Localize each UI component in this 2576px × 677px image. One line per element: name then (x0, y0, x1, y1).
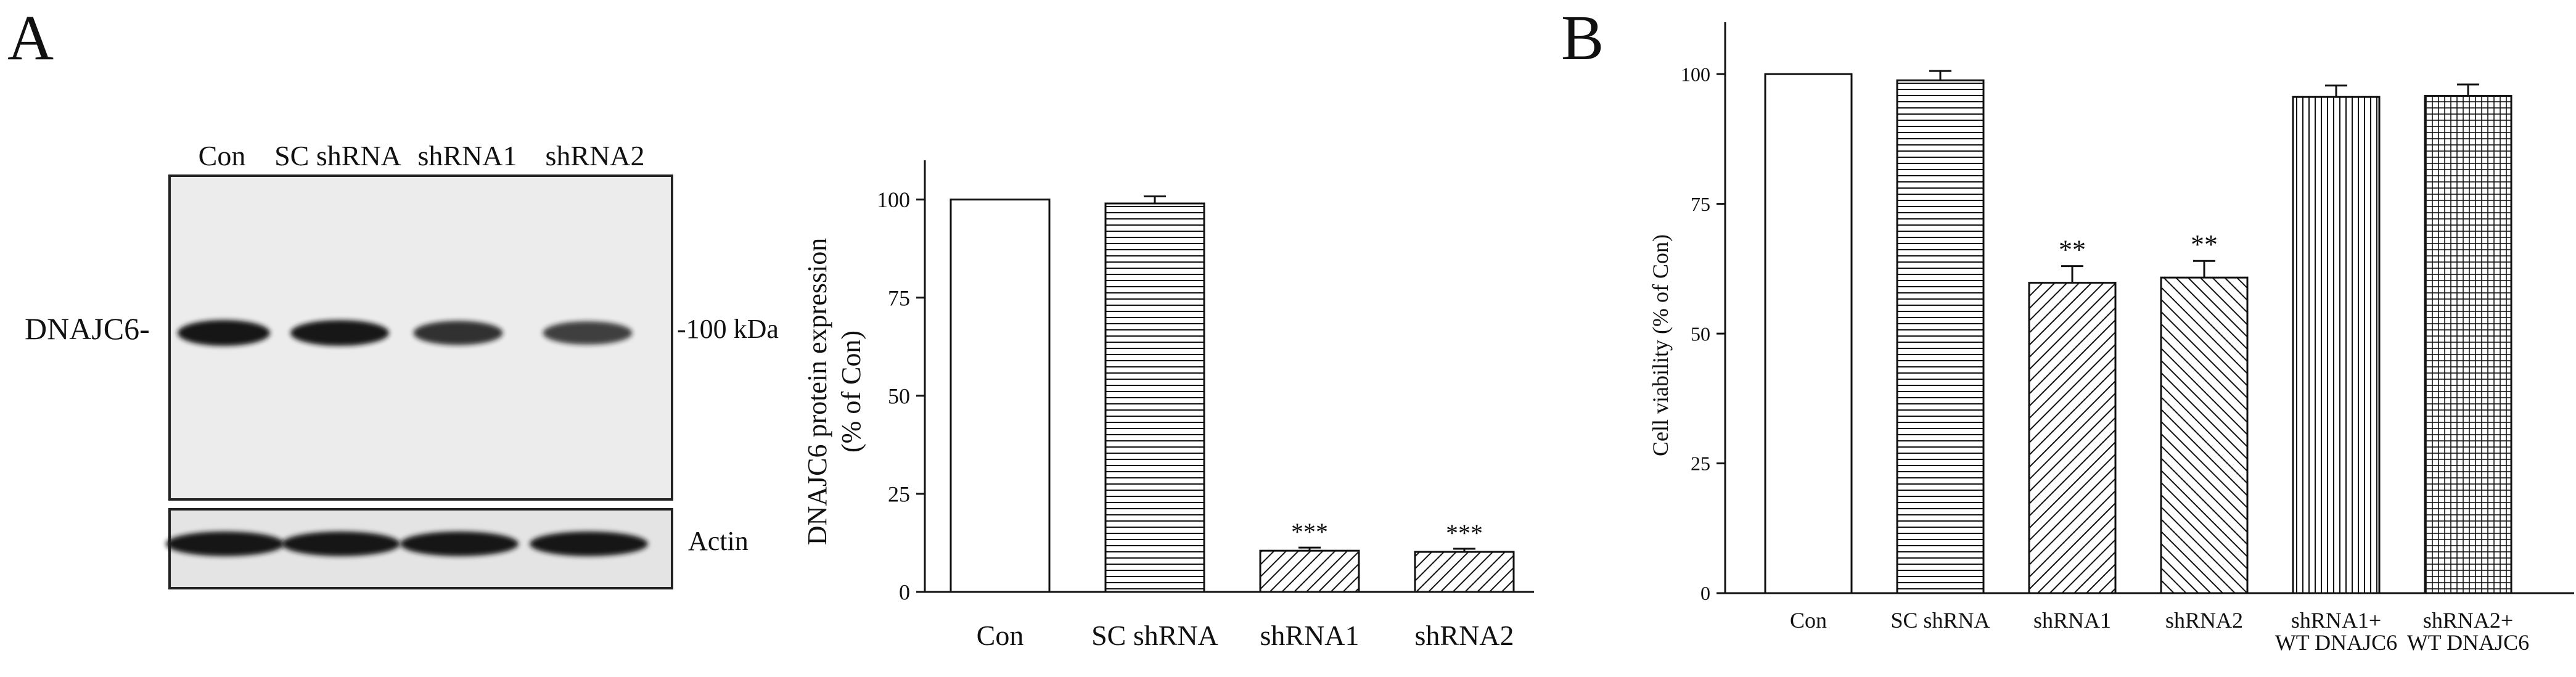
actin-band-sc-shrna (282, 531, 400, 556)
dnajc6-protein-label: DNAJC6- (25, 311, 150, 346)
actin-bands (166, 531, 648, 556)
chart1-plot-area: 0 25 50 75 100 Con SC shRNA *** shRNA1 *** shRNA2 (877, 160, 1534, 651)
y-tick-label: 100 (877, 187, 910, 212)
blot-lane-label-con: Con (199, 140, 246, 171)
chart-cell-viability: Cell viability (% of Con) 0 25 50 75 100 Con S… (1648, 22, 2574, 655)
chart1-ylabel-line2: (% of Con) (836, 330, 866, 453)
y-tick-label: 25 (888, 482, 910, 507)
dnajc6-band-sc-shrna (290, 320, 389, 346)
bar-shrna1 (2028, 282, 2117, 594)
category-label-con: Con (1790, 608, 1827, 633)
category-label-sc-shrna: SC shRNA (1890, 608, 1990, 633)
significance-shrna2: *** (1446, 519, 1483, 547)
blot-lane-label-shrna1: shRNA1 (417, 140, 517, 171)
category-label-shrna2: shRNA2 (2165, 608, 2243, 633)
dnajc6-band-shrna1 (413, 321, 503, 345)
y-tick-label: 100 (1681, 63, 1710, 85)
category-label-shrna1: shRNA1 (2033, 608, 2111, 633)
y-tick-label: 0 (1700, 582, 1710, 604)
western-blot: Con SC shRNA shRNA1 shRNA2 DNAJC6- -100 … (25, 140, 779, 589)
category-label-con: Con (977, 620, 1024, 651)
actin-band-shrna2 (530, 531, 648, 556)
y-tick-label: 50 (1691, 322, 1710, 345)
category-label-sc-shrna: SC shRNA (1091, 620, 1218, 651)
chart1-ylabel-line1: DNAJC6 protein expression (802, 238, 832, 546)
actin-label: Actin (688, 526, 749, 556)
molecular-weight-marker: -100 kDa (677, 314, 779, 344)
category-label-shrna2-wt-dnajc6: shRNA2+ (2423, 608, 2513, 633)
category-label-shrna1-wt-dnajc6: shRNA1+ (2291, 608, 2381, 633)
panel-b-label: B (1561, 2, 1604, 73)
significance-shrna1: *** (1291, 518, 1328, 546)
bar-shrna2 (2160, 276, 2249, 594)
y-tick-label: 75 (1691, 193, 1710, 215)
category-label-shrna1-wt-dnajc6: WT DNAJC6 (2275, 630, 2397, 655)
category-label-shrna2-wt-dnajc6: WT DNAJC6 (2407, 630, 2529, 655)
dnajc6-bands (178, 320, 633, 346)
bar-con (950, 199, 1051, 593)
y-tick-label: 25 (1691, 453, 1710, 475)
chart2-ylabel: Cell viability (% of Con) (1648, 234, 1673, 456)
actin-band-shrna1 (400, 531, 519, 556)
bar-shrna1 (1259, 549, 1360, 593)
chart-dnajc6-expression: DNAJC6 protein expression (% of Con) 0 25… (802, 160, 1534, 651)
bar-shrna2-wt-dnajc6 (2424, 95, 2512, 594)
y-tick-label: 0 (899, 580, 910, 605)
blot-lane-label-sc-shrna: SC shRNA (274, 140, 401, 171)
panel-a-label: A (7, 2, 54, 73)
bar-sc-shrna (1104, 202, 1205, 593)
bar-shrna1-wt-dnajc6 (2292, 96, 2381, 594)
bar-sc-shrna (1896, 79, 1985, 594)
category-label-shrna2: shRNA2 (1414, 620, 1514, 651)
actin-band-con (166, 531, 284, 556)
category-label-shrna1: shRNA1 (1260, 620, 1359, 651)
bar-con (1764, 73, 1853, 594)
significance-shrna1: ** (2059, 235, 2086, 265)
y-tick-label: 75 (888, 285, 910, 310)
dnajc6-band-shrna2 (543, 321, 633, 345)
significance-shrna2: ** (2191, 229, 2218, 260)
blot-lane-label-shrna2: shRNA2 (545, 140, 644, 171)
bar-shrna2 (1414, 551, 1515, 593)
chart2-plot-area: 0 25 50 75 100 Con SC shRNA ** shRNA1 ** shRNA2 shR… (1681, 22, 2574, 655)
y-tick-label: 50 (888, 384, 910, 408)
dnajc6-band-con (178, 320, 270, 346)
